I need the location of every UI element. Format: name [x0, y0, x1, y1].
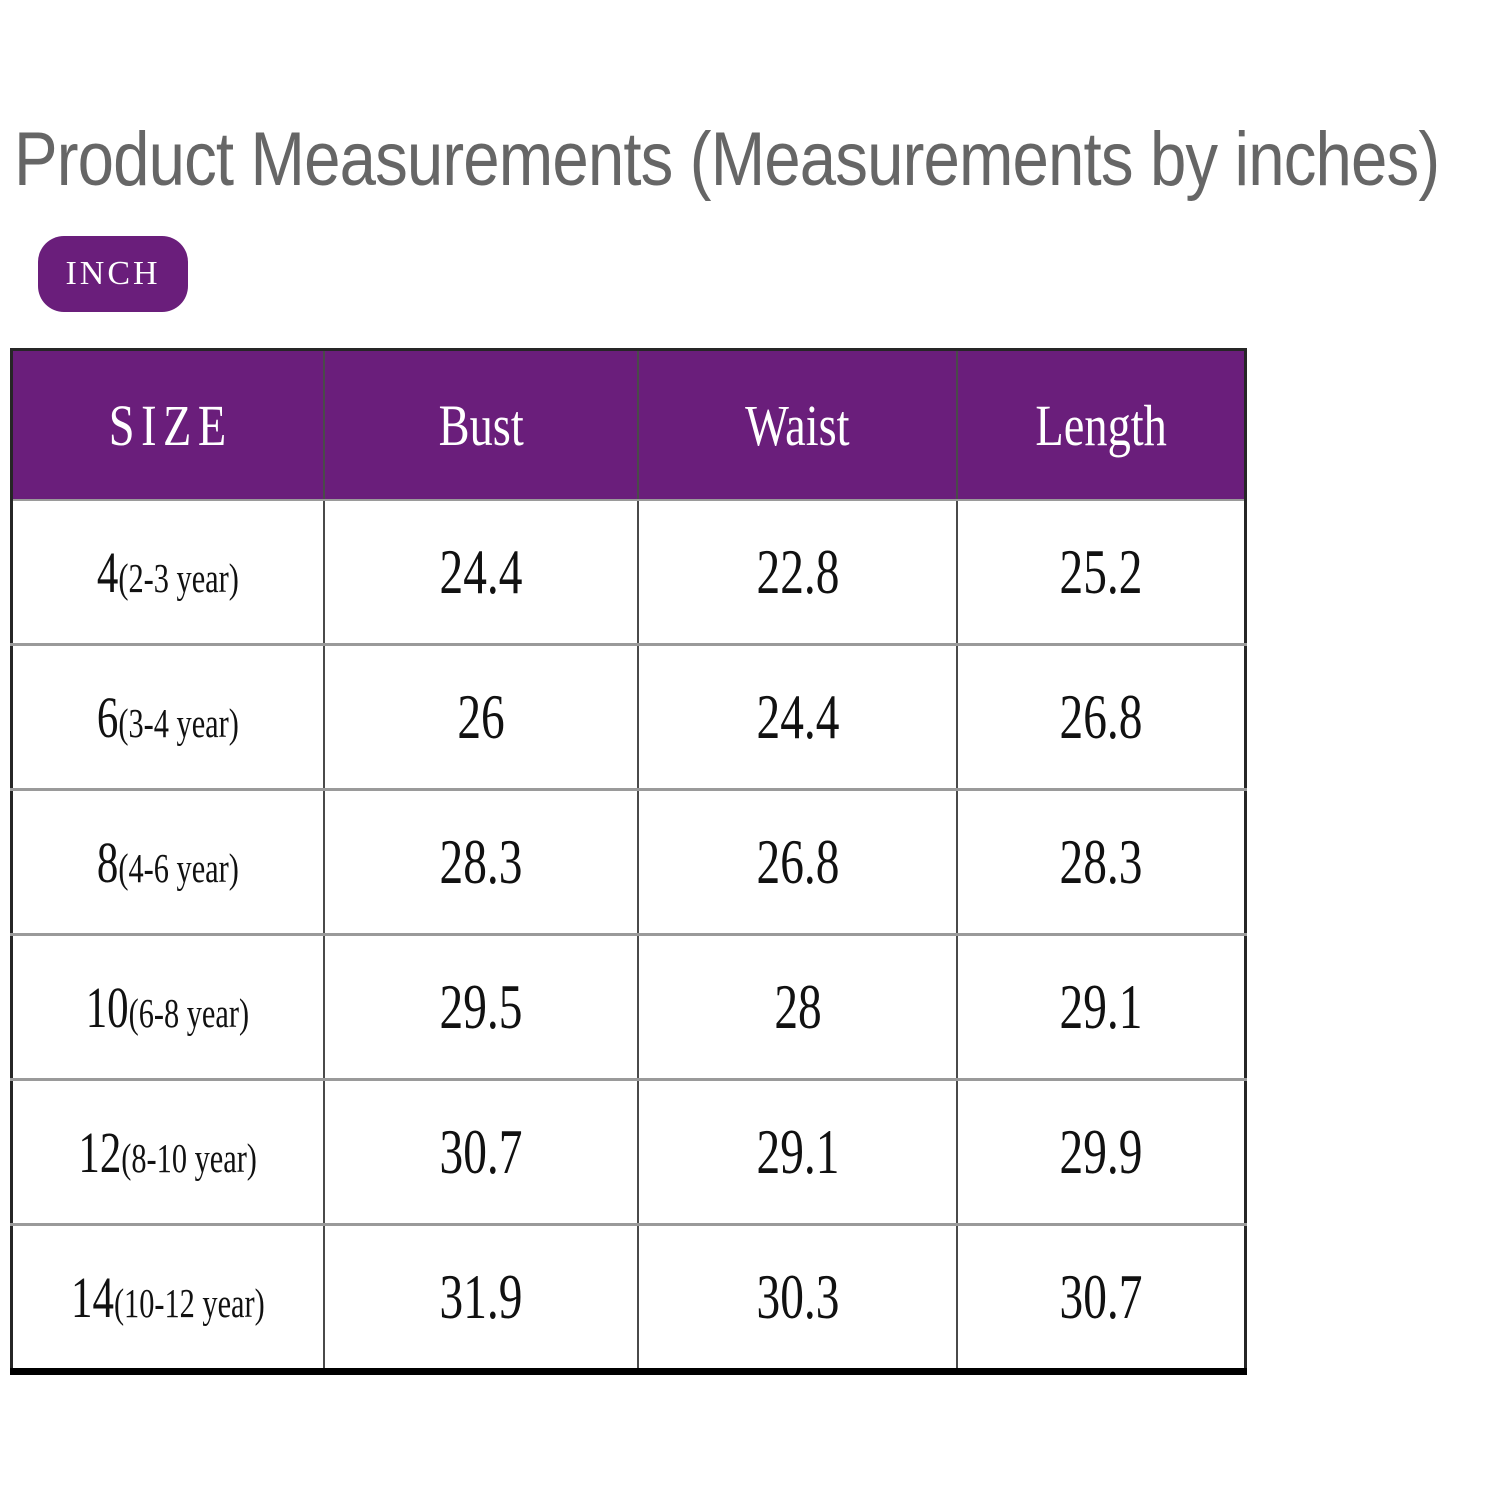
- header-length: Length: [955, 349, 1246, 501]
- size-age-range: (2-3 year): [118, 554, 239, 601]
- header-bust: Bust: [322, 349, 639, 501]
- table-row: 10(6-8 year) 29.5 28 29.1: [11, 933, 1246, 1080]
- length-cell: 29.9: [955, 1078, 1246, 1225]
- table-row: 12(8-10 year) 30.7 29.1 29.9: [11, 1078, 1246, 1225]
- inch-unit-label: INCH: [65, 255, 161, 292]
- size-number: 4: [96, 539, 119, 605]
- waist-cell: 26.8: [637, 788, 957, 935]
- waist-cell: 22.8: [637, 499, 957, 645]
- table-header-row: SIZE Bust Waist Length: [11, 349, 1246, 501]
- bust-cell: 28.3: [322, 788, 639, 935]
- waist-cell: 28: [637, 933, 957, 1080]
- size-number: 6: [96, 684, 119, 750]
- size-number: 10: [86, 974, 130, 1040]
- size-age-range: (3-4 year): [118, 699, 239, 746]
- waist-cell: 24.4: [637, 643, 957, 790]
- table-row: 8(4-6 year) 28.3 26.8 28.3: [11, 788, 1246, 935]
- size-age-range: (4-6 year): [118, 844, 239, 891]
- waist-cell: 29.1: [637, 1078, 957, 1225]
- size-cell: 4(2-3 year): [11, 499, 324, 645]
- header-waist: Waist: [637, 349, 957, 501]
- size-number: 8: [96, 829, 119, 895]
- size-age-range: (6-8 year): [129, 989, 250, 1036]
- size-number: 14: [70, 1264, 114, 1330]
- inch-unit-toggle[interactable]: INCH: [38, 236, 188, 312]
- table-row: 4(2-3 year) 24.4 22.8 25.2: [11, 499, 1246, 645]
- bust-cell: 24.4: [322, 499, 639, 645]
- table-row: 6(3-4 year) 26 24.4 26.8: [11, 643, 1246, 790]
- size-cell: 14(10-12 year): [11, 1223, 324, 1372]
- size-cell: 12(8-10 year): [11, 1078, 324, 1225]
- bust-cell: 29.5: [322, 933, 639, 1080]
- bust-cell: 26: [322, 643, 639, 790]
- size-cell: 8(4-6 year): [11, 788, 324, 935]
- length-cell: 28.3: [955, 788, 1246, 935]
- size-age-range: (8-10 year): [121, 1134, 258, 1181]
- table-row: 14(10-12 year) 31.9 30.3 30.7: [11, 1223, 1246, 1372]
- size-cell: 6(3-4 year): [11, 643, 324, 790]
- length-cell: 25.2: [955, 499, 1246, 645]
- size-age-range: (10-12 year): [113, 1279, 265, 1326]
- length-cell: 29.1: [955, 933, 1246, 1080]
- bust-cell: 30.7: [322, 1078, 639, 1225]
- size-number: 12: [78, 1119, 122, 1185]
- length-cell: 30.7: [955, 1223, 1246, 1372]
- length-cell: 26.8: [955, 643, 1246, 790]
- waist-cell: 30.3: [637, 1223, 957, 1372]
- header-size: SIZE: [11, 349, 324, 501]
- size-chart-table: SIZE Bust Waist Length 4(2-3 year) 24.4 …: [10, 348, 1247, 1375]
- bust-cell: 31.9: [322, 1223, 639, 1372]
- page-title: Product Measurements (Measurements by in…: [14, 117, 1440, 202]
- size-cell: 10(6-8 year): [11, 933, 324, 1080]
